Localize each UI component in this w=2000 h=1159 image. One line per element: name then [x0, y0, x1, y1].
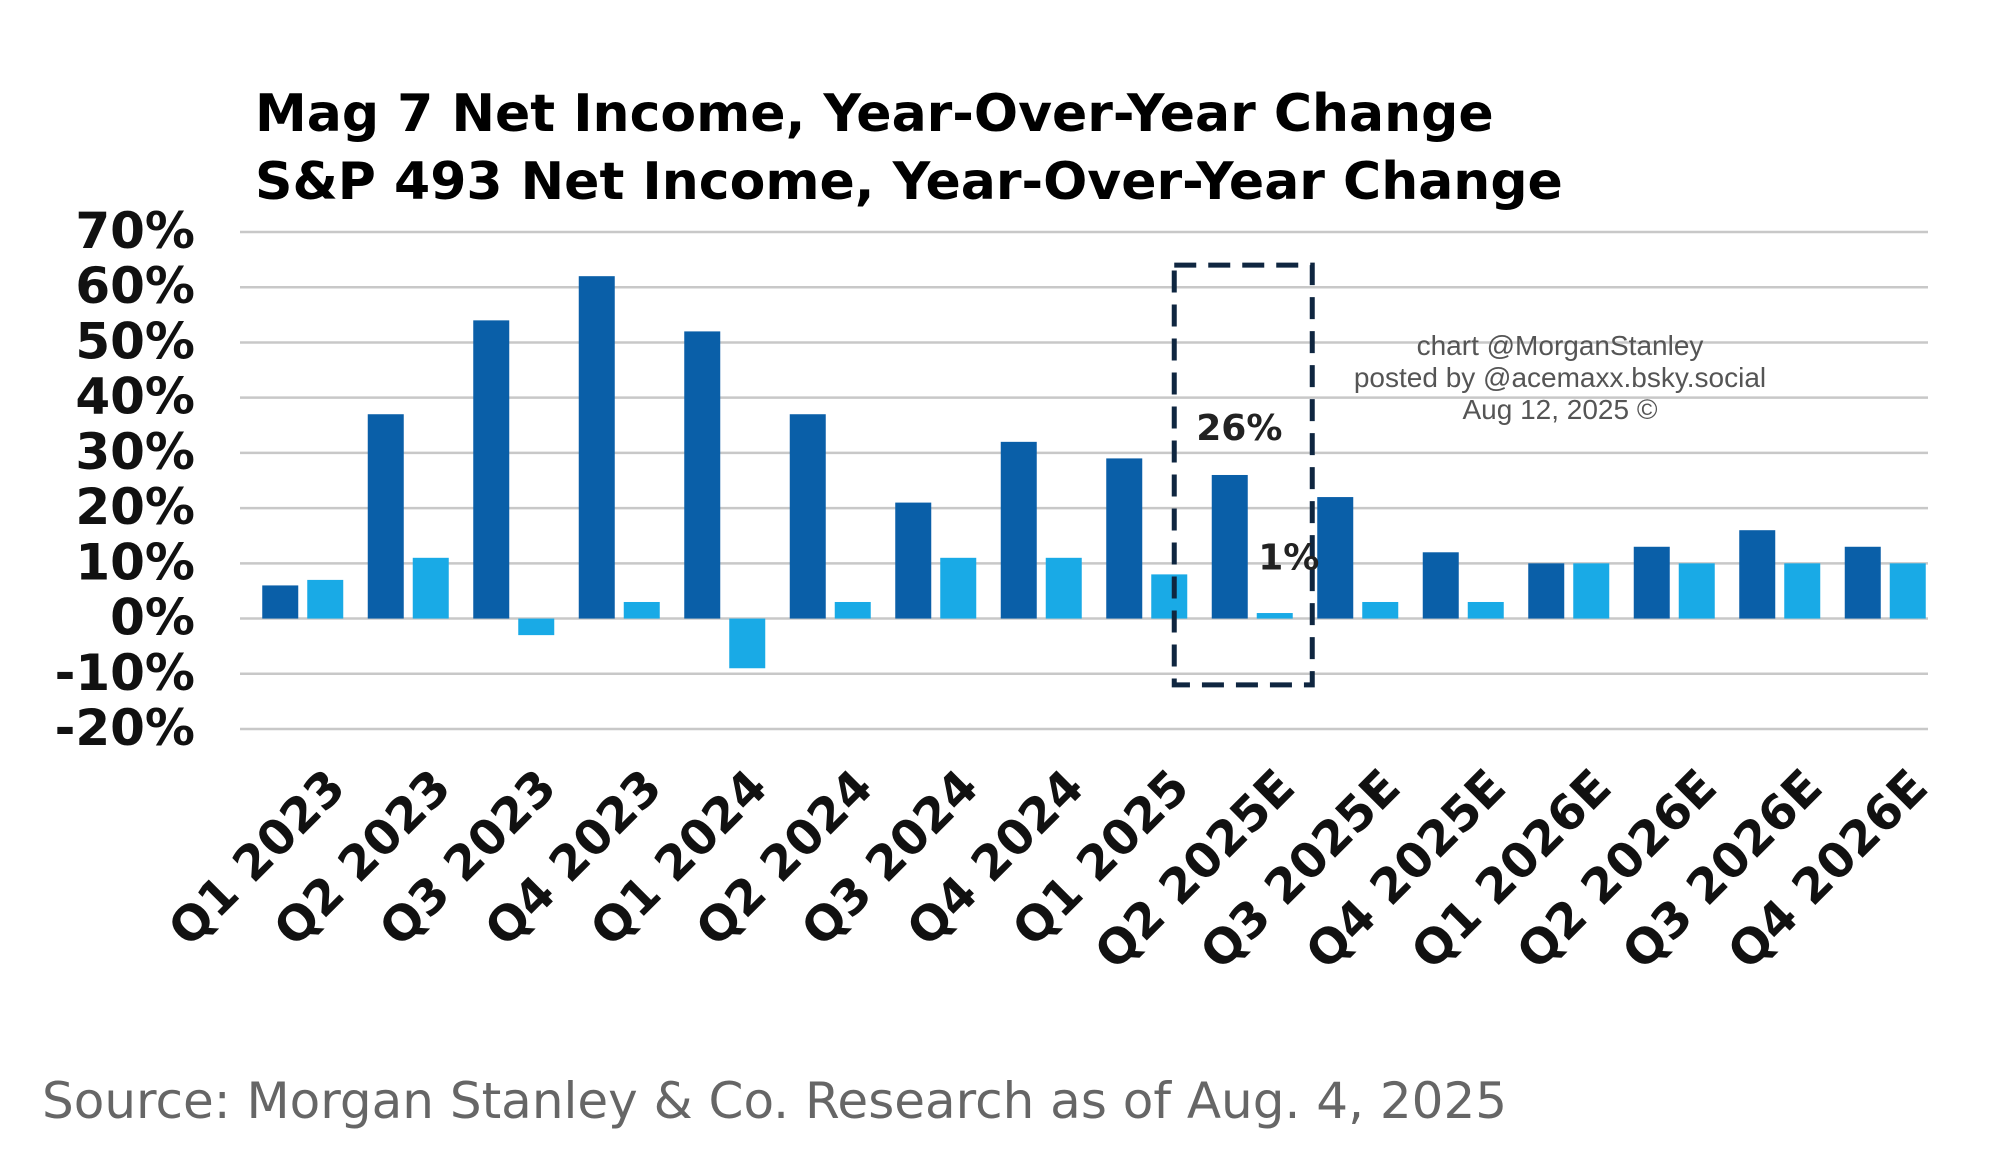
- bar-series2-q1-2024: [729, 618, 766, 669]
- bar-series1-q3-2024: [895, 502, 932, 619]
- source-note: Source: Morgan Stanley & Co. Research as…: [42, 1072, 1507, 1130]
- y-tick-label: 10%: [75, 533, 195, 591]
- y-axis-ticks: 70%60%50%40%30%20%10%0%-10%-20%: [55, 202, 195, 757]
- credit-line-3: Aug 12, 2025 ©: [1462, 394, 1657, 425]
- bar-series1-q2-2023: [367, 414, 404, 619]
- bar-series1-q3-2026e: [1739, 530, 1776, 619]
- legend-sp493: S&P 493 Net Income, Year-Over-Year Chang…: [255, 152, 1563, 212]
- bar-series2-q4-2023: [623, 601, 660, 619]
- bar-series2-q1-2026e: [1573, 563, 1610, 619]
- bar-series2-q2-2024: [834, 601, 871, 619]
- bar-series1-q4-2026e: [1844, 546, 1881, 619]
- bar-series2-q2-2026e: [1678, 563, 1715, 619]
- y-tick-label: 70%: [75, 202, 195, 260]
- bar-series1-q1-2023: [262, 585, 299, 619]
- bar-series2-q4-2024: [1045, 557, 1082, 619]
- y-tick-label: 30%: [75, 423, 195, 481]
- credit-line-2: posted by @acemaxx.bsky.social: [1354, 362, 1766, 393]
- bar-series1-q4-2024: [1000, 441, 1037, 619]
- bar-series1-q1-2024: [684, 331, 721, 619]
- annotation-mag7-q2-2025e: 26%: [1196, 408, 1282, 449]
- y-tick-label: 20%: [75, 478, 195, 536]
- bar-series1-q4-2025e: [1422, 552, 1459, 619]
- y-tick-label: -10%: [55, 644, 195, 702]
- bar-series1-q1-2025: [1106, 458, 1143, 619]
- bar-series2-q3-2024: [940, 557, 977, 619]
- gridlines: [240, 230, 1928, 731]
- bar-series2-q4-2026e: [1889, 563, 1926, 619]
- bar-series2-q3-2025e: [1362, 601, 1399, 619]
- bar-series2-q1-2023: [307, 579, 344, 619]
- bar-series1-q2-2024: [789, 414, 826, 619]
- credit-line-1: chart @MorganStanley: [1417, 330, 1704, 361]
- y-tick-label: 60%: [75, 257, 195, 315]
- bar-series2-q3-2026e: [1784, 563, 1821, 619]
- bars: [262, 276, 1926, 669]
- bar-series2-q1-2025: [1151, 574, 1188, 619]
- bar-series1-q4-2023: [578, 276, 615, 619]
- y-tick-label: -20%: [55, 699, 195, 757]
- bar-series1-q3-2023: [473, 320, 510, 619]
- bar-series1-q3-2025e: [1317, 497, 1354, 619]
- bar-series2-q4-2025e: [1467, 601, 1504, 619]
- bar-series2-q2-2023: [412, 557, 449, 619]
- bar-series2-q2-2025e: [1256, 613, 1293, 619]
- credit-watermark: chart @MorganStanley posted by @acemaxx.…: [1354, 330, 1766, 425]
- annotation-sp493-q2-2025e: 1%: [1258, 537, 1319, 578]
- bar-series1-q1-2026e: [1528, 563, 1565, 619]
- y-tick-label: 50%: [75, 312, 195, 370]
- y-tick-label: 40%: [75, 368, 195, 426]
- y-tick-label: 0%: [110, 589, 195, 647]
- legend-mag7: Mag 7 Net Income, Year-Over-Year Change: [255, 84, 1494, 144]
- bar-series2-q3-2023: [518, 618, 555, 636]
- chart-legend: Mag 7 Net Income, Year-Over-Year Change …: [255, 84, 1563, 212]
- bar-series1-q2-2025e: [1211, 474, 1248, 619]
- highlight-box: [1171, 262, 1315, 688]
- bar-series1-q2-2026e: [1633, 546, 1670, 619]
